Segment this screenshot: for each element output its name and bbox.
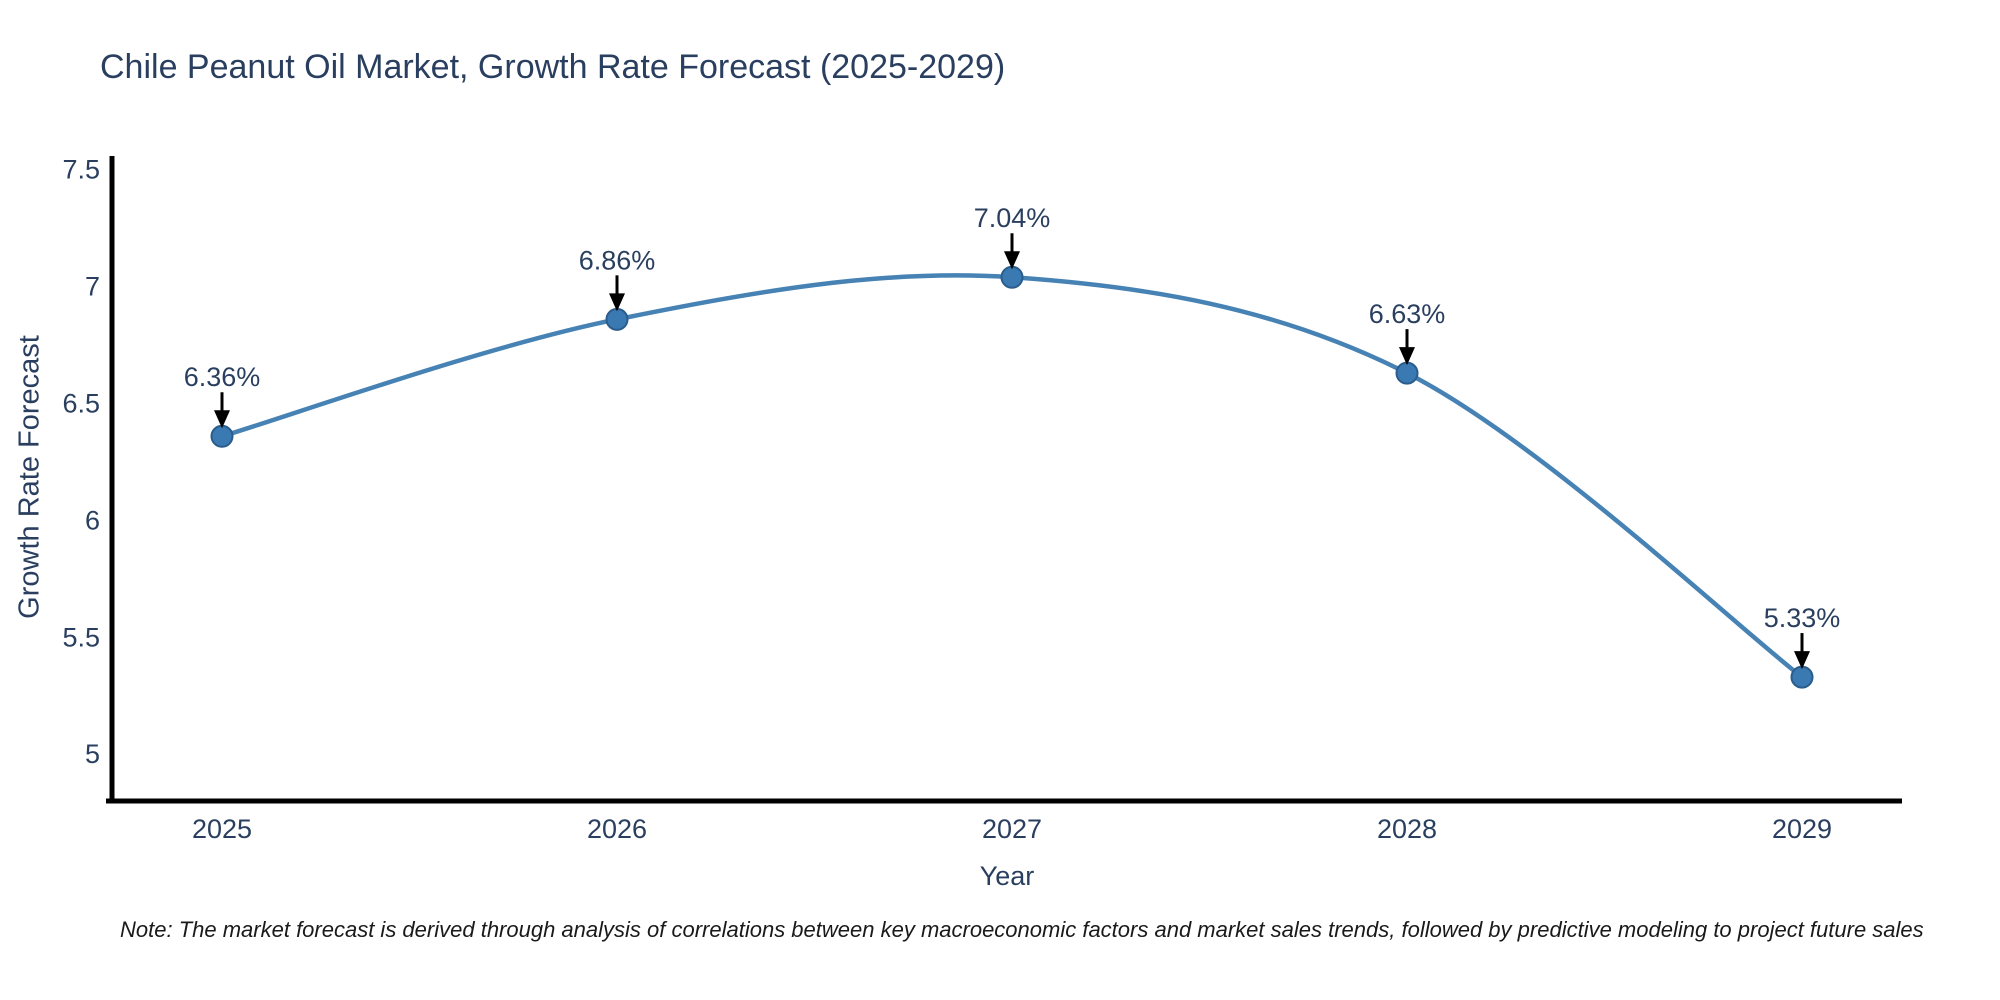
footnote: Note: The market forecast is derived thr… xyxy=(120,917,1924,942)
y-tick-label: 5 xyxy=(85,739,100,769)
point-annotation-label: 7.04% xyxy=(974,203,1051,233)
y-tick-label: 7 xyxy=(85,272,100,302)
point-annotation-label: 6.86% xyxy=(579,245,656,275)
point-annotation-label: 5.33% xyxy=(1764,603,1841,633)
chart-title: Chile Peanut Oil Market, Growth Rate For… xyxy=(100,48,1006,86)
data-point-marker xyxy=(210,424,234,448)
point-annotation-label: 6.36% xyxy=(184,362,261,392)
x-tick-label: 2026 xyxy=(587,814,647,844)
point-annotation-label: 6.63% xyxy=(1369,299,1446,329)
series-line xyxy=(219,273,1805,680)
y-tick-label: 6.5 xyxy=(62,389,100,419)
annotation-arrow-head xyxy=(609,293,625,312)
y-tick-label: 5.5 xyxy=(62,622,100,652)
y-tick-label: 7.5 xyxy=(62,155,100,185)
x-tick-label: 2028 xyxy=(1377,814,1437,844)
data-point-marker xyxy=(1000,265,1024,289)
x-tick-label: 2029 xyxy=(1772,814,1832,844)
data-point-marker xyxy=(1790,665,1814,689)
x-axis-title: Year xyxy=(979,861,1035,891)
x-tick-label: 2025 xyxy=(192,814,252,844)
data-point-marker xyxy=(1395,361,1419,385)
data-point-marker xyxy=(605,307,629,331)
annotation-arrow-head xyxy=(1794,651,1810,670)
annotation-arrow-head xyxy=(1399,347,1415,366)
x-tick-label: 2027 xyxy=(982,814,1042,844)
y-tick-label: 6 xyxy=(85,505,100,535)
annotation-arrow-head xyxy=(214,410,230,429)
annotation-arrow-head xyxy=(1004,251,1020,270)
